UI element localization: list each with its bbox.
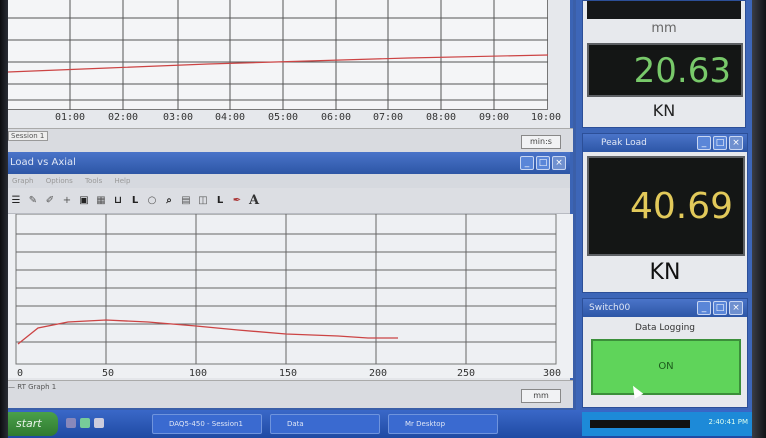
color-icon[interactable]: ✒ <box>232 194 242 206</box>
load-window-title: Load vs Axial <box>10 157 76 168</box>
time-series-line <box>8 54 549 73</box>
window-controls: _ □ × <box>520 156 566 170</box>
menu-item-help[interactable]: Help <box>114 177 131 185</box>
axis-icon[interactable]: ⊔ <box>114 194 122 206</box>
x-tick-label: 05:00 <box>267 112 299 123</box>
monitor-bezel-right <box>752 0 766 438</box>
load-value: 20.63 <box>633 51 731 91</box>
taskbar-item[interactable]: Mr Desktop <box>388 414 498 434</box>
time-unit-selector[interactable]: min:s <box>521 135 561 149</box>
distance-unit-selector[interactable]: mm <box>521 389 561 403</box>
meter-column: mm 20.63 KN Peak Load _ □ × 40.69 KN <box>576 0 752 410</box>
switch-panel: Switch00 _ □ × Data Logging ON <box>582 298 748 408</box>
peak-lcd-display: 40.69 <box>587 156 745 256</box>
x-tick-label: 250 <box>456 368 476 379</box>
meter-display-strip <box>587 1 741 19</box>
list-icon[interactable]: ☰ <box>11 194 21 206</box>
pen-icon[interactable]: ✐ <box>45 194 55 206</box>
close-icon[interactable]: × <box>552 156 566 170</box>
load-chart-plot <box>8 214 573 378</box>
session-label: Session 1 <box>8 131 48 141</box>
x-tick-label: 07:00 <box>372 112 404 123</box>
menu-item-options[interactable]: Options <box>45 177 73 185</box>
table-icon[interactable]: ▤ <box>181 194 191 206</box>
x-tick-label: 300 <box>542 368 562 379</box>
load-lcd-display: 20.63 <box>587 43 743 97</box>
chart-toolbar: ☰ ✎ ✐ + ▣ ▦ ⊔ L ○ ⌕ ▤ ◫ L ✒ A <box>8 188 570 214</box>
taskbar: start DAQ5-450 - Session1 Data Mr Deskto… <box>8 410 752 438</box>
x-tick-label: 06:00 <box>320 112 352 123</box>
save-icon[interactable]: ▣ <box>79 194 89 206</box>
time-x-axis: 01:00 02:00 03:00 04:00 05:00 06:00 07:0… <box>8 110 573 128</box>
maximize-icon[interactable]: □ <box>713 136 727 150</box>
menu-item-tools[interactable]: Tools <box>84 177 103 185</box>
x-tick-label: 50 <box>101 368 115 379</box>
x-tick-label: 0 <box>16 368 24 379</box>
pencil-icon[interactable]: ✎ <box>28 194 38 206</box>
quick-launch-icon[interactable] <box>80 418 90 428</box>
window-icon[interactable]: ◫ <box>198 194 208 206</box>
switch-title: Switch00 <box>589 303 631 313</box>
time-chart-plot <box>8 0 549 110</box>
x-tick-label: 01:00 <box>54 112 86 123</box>
quick-launch-icon[interactable] <box>94 418 104 428</box>
peak-load-title: Peak Load <box>601 138 647 148</box>
x-tick-label: 04:00 <box>214 112 246 123</box>
menu-item-graph[interactable]: Graph <box>12 177 34 185</box>
load-meter-panel: mm 20.63 KN <box>582 0 746 128</box>
close-icon[interactable]: × <box>729 301 743 315</box>
peak-load-panel: Peak Load _ □ × 40.69 KN <box>582 133 748 293</box>
text-icon[interactable]: A <box>248 192 260 208</box>
peak-load-title-bar[interactable]: Peak Load _ □ × <box>583 134 747 152</box>
meter-unit-top: mm <box>651 21 677 36</box>
grid-icon[interactable]: ▦ <box>96 194 106 206</box>
maximize-icon[interactable]: □ <box>713 301 727 315</box>
x-tick-label: 10:00 <box>530 112 562 123</box>
data-logging-toggle[interactable]: ON <box>591 339 741 395</box>
tray-progress-bar <box>590 420 690 428</box>
x-tick-label: 150 <box>278 368 298 379</box>
minimize-icon[interactable]: _ <box>697 136 711 150</box>
x-tick-label: 02:00 <box>107 112 139 123</box>
minimize-icon[interactable]: _ <box>697 301 711 315</box>
load-menu-bar: Graph Options Tools Help <box>8 174 570 188</box>
load-chart-svg <box>15 214 557 365</box>
crosshair-icon[interactable]: + <box>62 194 72 206</box>
window-controls: _ □ × <box>697 301 743 315</box>
x-tick-label: 100 <box>188 368 208 379</box>
time-chart-svg <box>8 0 549 110</box>
x-tick-label: 09:00 <box>478 112 510 123</box>
refresh-icon[interactable]: ○ <box>147 194 157 206</box>
graph-label: — RT Graph 1 <box>8 383 57 391</box>
legend-icon[interactable]: L <box>216 194 224 206</box>
system-tray: 2:40:41 PM <box>582 412 752 436</box>
data-logging-label: Data Logging <box>634 323 696 333</box>
maximize-icon[interactable]: □ <box>536 156 550 170</box>
time-chart-status-bar: Session 1 min:s <box>8 128 573 152</box>
peak-load-unit: KN <box>649 260 681 285</box>
load-series-line <box>17 319 398 345</box>
window-controls: _ □ × <box>697 136 743 150</box>
load-window-title-bar[interactable]: Load vs Axial _ □ × <box>8 152 570 174</box>
switch-title-bar[interactable]: Switch00 _ □ × <box>583 299 747 317</box>
zoom-icon[interactable]: ⌕ <box>166 194 172 206</box>
monitor-bezel-left <box>0 0 8 438</box>
minimize-icon[interactable]: _ <box>520 156 534 170</box>
quick-launch-icon[interactable] <box>66 418 76 428</box>
x-tick-label: 03:00 <box>162 112 194 123</box>
x-tick-label: 200 <box>368 368 388 379</box>
x-tick-label: 08:00 <box>425 112 457 123</box>
chart-icon[interactable]: L <box>131 194 139 206</box>
load-chart-window: Load vs Axial _ □ × Graph Options Tools … <box>8 152 573 408</box>
peak-load-value: 40.69 <box>629 186 733 227</box>
load-unit: KN <box>652 101 676 120</box>
load-chart-status-bar: — RT Graph 1 mm <box>8 380 573 408</box>
desktop-screen: 01:00 02:00 03:00 04:00 05:00 06:00 07:0… <box>8 0 752 438</box>
time-chart-window: 01:00 02:00 03:00 04:00 05:00 06:00 07:0… <box>8 0 573 152</box>
taskbar-item[interactable]: DAQ5-450 - Session1 <box>152 414 262 434</box>
close-icon[interactable]: × <box>729 136 743 150</box>
clock: 2:40:41 PM <box>708 418 748 426</box>
start-button[interactable]: start <box>8 412 58 436</box>
taskbar-item[interactable]: Data <box>270 414 380 434</box>
